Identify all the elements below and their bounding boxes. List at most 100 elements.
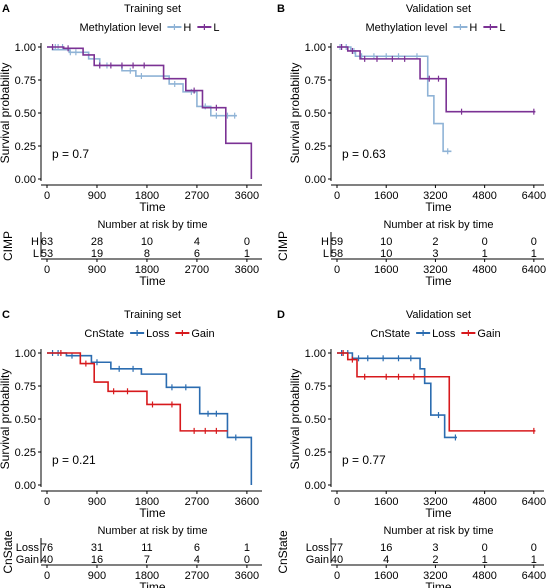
y-axis-label: Survival probability (0, 63, 12, 164)
risk-count: 77 (331, 542, 343, 554)
risk-count: 3 (432, 542, 438, 554)
x-tick-label: 3600 (235, 496, 259, 508)
km-curve-h (337, 46, 452, 153)
y-tick-label: 0.50 (15, 414, 36, 426)
risk-x-tick-label: 3200 (423, 264, 447, 276)
risk-x-tick-label: 900 (88, 570, 106, 582)
legend-label-l: L (213, 22, 219, 34)
legend-censor-mark (201, 24, 208, 30)
x-tick-label: 0 (44, 496, 50, 508)
risk-x-axis-label: Time (139, 274, 166, 288)
x-tick-label: 0 (44, 190, 50, 202)
risk-count: 53 (41, 248, 53, 260)
x-tick-label: 3600 (235, 190, 259, 202)
legend-censor-mark (465, 330, 472, 336)
risk-count: 0 (244, 236, 250, 248)
risk-table-title: Number at risk by time (383, 525, 493, 537)
risk-row-label: Loss (306, 542, 330, 554)
risk-x-tick-label: 900 (88, 264, 106, 276)
panel-letter: B (277, 3, 285, 15)
km-curve-h (47, 46, 237, 117)
km-curve-gain (47, 352, 228, 432)
x-tick-label: 0 (334, 496, 340, 508)
legend-label-h: H (469, 22, 477, 34)
risk-row-label: Gain (306, 554, 329, 566)
y-tick-label: 0.50 (305, 414, 326, 426)
panel-title: Validation set (406, 3, 471, 15)
y-tick-label: 1.00 (305, 42, 326, 54)
risk-x-axis-label: Time (425, 580, 452, 588)
y-tick-label: 0.25 (305, 447, 326, 459)
x-tick-label: 4800 (472, 496, 496, 508)
risk-count: 0 (244, 554, 250, 566)
y-tick-label: 0.50 (305, 108, 326, 120)
risk-x-axis-label: Time (425, 274, 452, 288)
risk-x-tick-label: 4800 (472, 264, 496, 276)
panel-title: Validation set (406, 309, 471, 321)
y-tick-label: 0.75 (305, 381, 326, 393)
risk-x-tick-label: 1800 (135, 570, 159, 582)
x-tick-label: 2700 (185, 496, 209, 508)
risk-x-tick-label: 0 (44, 264, 50, 276)
risk-y-axis-label: CIMP (1, 231, 15, 261)
risk-count: 40 (331, 554, 343, 566)
legend: Loss Gain (416, 328, 501, 340)
risk-count: 2 (432, 236, 438, 248)
risk-row-label: L (323, 248, 329, 260)
risk-x-tick-label: 0 (44, 570, 50, 582)
legend-label-loss: Loss (146, 328, 170, 340)
risk-count: 1 (531, 248, 537, 260)
p-value: p = 0.77 (342, 453, 386, 467)
risk-count: 1 (531, 554, 537, 566)
y-axis-label: Survival probability (288, 63, 302, 164)
risk-count: 4 (194, 236, 200, 248)
panel-letter: A (2, 3, 10, 15)
panel-title: Training set (124, 309, 181, 321)
x-tick-label: 1600 (374, 190, 398, 202)
x-axis-label: Time (139, 506, 166, 520)
legend-title: Methylation level (365, 22, 447, 34)
y-tick-label: 1.00 (305, 348, 326, 360)
risk-count: 31 (91, 542, 103, 554)
x-tick-label: 6400 (522, 496, 546, 508)
risk-x-tick-label: 1800 (135, 264, 159, 276)
risk-count: 6 (194, 248, 200, 260)
x-axis-label: Time (425, 506, 452, 520)
legend-label-h: H (183, 22, 191, 34)
risk-count: 1 (244, 248, 250, 260)
risk-table-title: Number at risk by time (383, 219, 493, 231)
risk-x-tick-label: 2700 (185, 264, 209, 276)
risk-count: 58 (331, 248, 343, 260)
y-tick-label: 0.25 (305, 141, 326, 153)
risk-count: 7 (144, 554, 150, 566)
legend-title: CnState (370, 328, 410, 340)
risk-x-tick-label: 4800 (472, 570, 496, 582)
panel-title: Training set (124, 3, 181, 15)
risk-y-axis-label: CIMP (276, 231, 290, 261)
x-tick-label: 2700 (185, 190, 209, 202)
risk-count: 3 (432, 248, 438, 260)
risk-count: 63 (41, 236, 53, 248)
x-tick-label: 3200 (423, 190, 447, 202)
y-tick-label: 0.25 (15, 141, 36, 153)
y-tick-label: 1.00 (15, 42, 36, 54)
legend-label-gain: Gain (191, 328, 214, 340)
km-curve-loss (337, 352, 457, 439)
y-tick-label: 0.00 (15, 174, 36, 186)
km-curve-l (337, 46, 536, 113)
risk-count: 76 (41, 542, 53, 554)
risk-count: 1 (482, 248, 488, 260)
legend-censor-mark (134, 330, 141, 336)
risk-count: 0 (531, 542, 537, 554)
risk-count: 10 (380, 248, 392, 260)
p-value: p = 0.21 (52, 453, 96, 467)
risk-x-tick-label: 0 (334, 264, 340, 276)
risk-y-axis-label: CnState (276, 530, 290, 574)
risk-x-tick-label: 6400 (522, 570, 546, 582)
risk-x-axis-label: Time (139, 580, 166, 588)
risk-x-tick-label: 1600 (374, 264, 398, 276)
legend-censor-mark (171, 24, 178, 30)
